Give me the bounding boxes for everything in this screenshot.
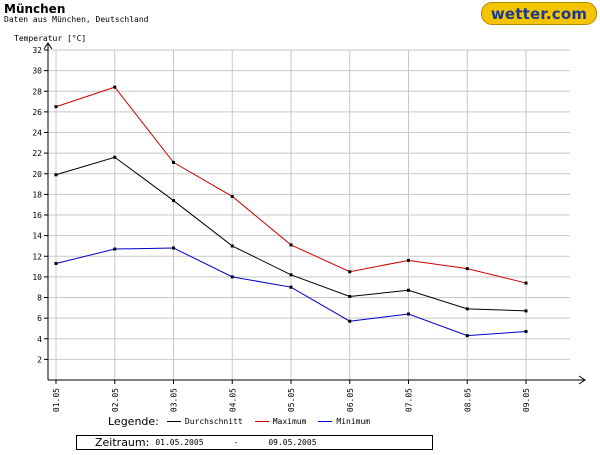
data-point-maximum (348, 270, 352, 274)
data-point-durchschnitt (465, 307, 469, 311)
x-tick-label: 04.05 (228, 388, 237, 412)
y-tick-label: 22 (32, 149, 42, 158)
wetter-logo[interactable]: wetter.com (481, 2, 597, 25)
period-separator: - (233, 438, 239, 447)
data-point-durchschnitt (407, 288, 410, 292)
period-from: 01.05.2005 (155, 438, 204, 447)
data-point-durchschnitt (524, 309, 528, 313)
legend-item-minimum: Minimum (318, 417, 370, 426)
data-point-minimum (524, 330, 528, 334)
data-point-maximum (465, 267, 469, 271)
y-tick-label: 28 (32, 87, 42, 96)
y-tick-label: 32 (32, 46, 42, 55)
data-point-minimum (230, 275, 234, 279)
page-title: München (4, 2, 66, 16)
legend: Legende: Durchschnitt Maximum Minimum (108, 414, 382, 428)
legend-label: Legende: (108, 414, 159, 428)
page-subtitle: Daten aus München, Deutschland (4, 15, 149, 24)
y-tick-label: 6 (37, 314, 42, 323)
x-tick-label: 06.05 (346, 388, 355, 412)
y-tick-label: 18 (32, 190, 42, 199)
data-point-durchschnitt (289, 273, 293, 277)
data-point-durchschnitt (230, 244, 234, 248)
x-axis-arrow (578, 375, 586, 385)
y-axis-label: Temperatur [°C] (14, 34, 86, 43)
x-tick-labels: 01.05 02.05 03.05 04.05 05.05 06.05 07.05 08.05… (52, 388, 531, 412)
y-tick-label: 2 (37, 355, 42, 364)
data-point-minimum (54, 261, 58, 265)
x-tick-label: 02.05 (111, 388, 120, 412)
chart-axes (43, 42, 586, 385)
x-tick-label: 03.05 (170, 388, 179, 412)
data-point-minimum (289, 285, 293, 289)
chart-grid (48, 49, 570, 380)
y-tick-label: 24 (32, 129, 42, 138)
data-point-durchschnitt (348, 294, 352, 298)
y-tick-label: 30 (32, 67, 42, 76)
x-tick-label: 07.05 (405, 388, 414, 412)
logo-text: wetter.com (490, 4, 588, 23)
data-point-maximum (524, 281, 528, 285)
data-point-maximum (172, 160, 175, 164)
y-tick-label: 14 (32, 232, 42, 241)
period-to: 09.05.2005 (268, 438, 317, 447)
legend-item-maximum: Maximum (254, 416, 307, 426)
x-tick-label: 09.05 (522, 388, 531, 412)
data-point-minimum (113, 247, 117, 251)
data-point-maximum (289, 243, 293, 247)
data-point-durchschnitt (54, 173, 58, 177)
y-tick-label: 4 (37, 335, 42, 344)
data-point-minimum (407, 312, 410, 316)
period-box: Zeitraum: 01.05.2005 - 09.05.2005 (76, 435, 433, 450)
x-tick-label: 08.05 (463, 388, 472, 412)
data-point-durchschnitt (172, 199, 175, 203)
legend-swatch (318, 420, 333, 422)
legend-item-label: Durchschnitt (184, 416, 243, 426)
chart-series (54, 85, 528, 338)
legend-item-durchschnitt: Durchschnitt (166, 416, 243, 426)
legend-item-label: Minimum (336, 416, 371, 426)
y-tick-label: 26 (32, 108, 42, 117)
data-point-maximum (230, 194, 234, 198)
data-point-maximum (54, 105, 58, 109)
data-point-maximum (407, 258, 410, 262)
legend-swatch (166, 420, 181, 422)
data-point-minimum (172, 246, 175, 250)
data-point-minimum (348, 319, 352, 323)
y-axis-arrow (43, 42, 53, 50)
data-point-maximum (113, 85, 117, 89)
x-tick-label: 05.05 (287, 388, 296, 412)
x-tick-label: 01.05 (52, 388, 61, 412)
y-tick-label: 16 (32, 211, 42, 220)
data-point-minimum (465, 334, 469, 338)
y-tick-label: 8 (37, 294, 42, 303)
y-tick-label: 20 (32, 170, 42, 179)
y-tick-label: 12 (32, 252, 42, 261)
data-point-durchschnitt (113, 155, 117, 159)
y-tick-label: 10 (32, 273, 42, 282)
period-label: Zeitraum: (95, 436, 150, 449)
legend-swatch (254, 420, 269, 422)
legend-item-label: Maximum (272, 416, 307, 426)
